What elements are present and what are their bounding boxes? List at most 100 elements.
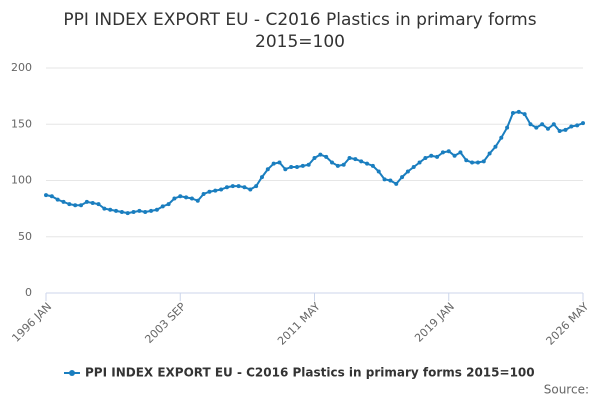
data-point	[528, 122, 533, 127]
data-point	[271, 161, 276, 166]
data-point	[149, 208, 154, 213]
data-point	[265, 167, 270, 172]
data-point	[370, 163, 375, 168]
data-point	[353, 157, 358, 162]
data-point	[96, 202, 101, 207]
data-point	[242, 185, 247, 190]
data-point	[154, 207, 159, 212]
data-point	[446, 149, 451, 154]
data-point	[44, 193, 48, 198]
data-point	[283, 167, 288, 172]
data-point	[79, 203, 84, 208]
data-point	[236, 184, 241, 189]
data-point	[160, 204, 165, 209]
data-point	[405, 169, 410, 174]
data-point	[569, 124, 574, 129]
data-point	[108, 207, 113, 212]
data-point	[90, 201, 95, 205]
data-point	[435, 154, 440, 159]
data-point	[213, 188, 218, 193]
data-point	[172, 196, 177, 201]
data-point	[545, 126, 550, 131]
data-point	[119, 210, 124, 214]
data-point	[382, 177, 387, 182]
data-point	[341, 162, 346, 167]
chart-title: 2015=100	[255, 32, 345, 52]
data-point	[557, 129, 562, 133]
y-tick-label: 200	[11, 61, 32, 74]
data-point	[470, 160, 475, 165]
data-point	[178, 194, 183, 199]
data-point	[219, 187, 224, 192]
data-point	[49, 194, 54, 199]
data-point	[505, 125, 510, 130]
data-point	[125, 211, 130, 216]
data-point	[575, 123, 580, 128]
data-point	[493, 144, 498, 149]
data-point	[563, 127, 568, 132]
data-point	[347, 156, 352, 160]
data-point	[400, 175, 405, 180]
data-point	[335, 163, 340, 168]
x-tick-label: 2003 SEP	[142, 300, 188, 346]
data-point	[487, 151, 492, 156]
data-point	[411, 165, 416, 169]
data-point	[481, 159, 486, 164]
data-point	[359, 159, 364, 164]
data-point	[522, 112, 527, 117]
data-point	[137, 208, 142, 213]
x-tick-label: 2019 JAN	[412, 300, 457, 345]
data-point	[207, 189, 212, 194]
data-point	[289, 165, 294, 169]
x-tick-label: 1996 JAN	[9, 300, 54, 345]
source: Source:	[544, 383, 589, 397]
data-point	[114, 208, 119, 213]
x-tick-label: 2026 MAY	[544, 300, 592, 348]
data-point	[423, 156, 428, 160]
data-point	[388, 178, 393, 183]
data-point	[318, 152, 323, 157]
data-point	[67, 202, 72, 207]
data-point	[306, 162, 311, 167]
chart-title: PPI INDEX EXPORT EU - C2016 Plastics in …	[63, 10, 536, 30]
data-point	[201, 192, 206, 196]
data-point	[61, 199, 66, 204]
legend-marker	[69, 370, 75, 376]
legend-label: PPI INDEX EXPORT EU - C2016 Plastics in …	[85, 366, 535, 380]
data-point	[189, 196, 194, 201]
data-point	[230, 184, 235, 189]
y-tick-label: 50	[18, 230, 32, 243]
data-point	[330, 160, 335, 165]
data-point	[365, 161, 370, 166]
data-point	[300, 163, 305, 168]
data-point	[581, 121, 585, 126]
series-line	[45, 110, 584, 215]
data-point	[499, 135, 504, 140]
data-point	[458, 150, 463, 155]
data-point	[84, 199, 89, 204]
data-point	[394, 181, 399, 186]
y-tick-label: 150	[11, 117, 32, 130]
data-point	[452, 153, 457, 158]
data-point	[516, 109, 521, 114]
x-tick-label: 2011 MAY	[275, 300, 323, 348]
data-point	[73, 203, 78, 208]
data-point	[324, 154, 329, 159]
data-point	[510, 111, 515, 115]
data-point	[551, 122, 556, 127]
data-point	[254, 184, 259, 189]
data-point	[102, 206, 107, 211]
data-point	[376, 169, 381, 174]
data-point	[294, 165, 299, 169]
data-point	[224, 185, 229, 190]
data-point	[417, 160, 422, 165]
data-point	[143, 210, 148, 214]
data-point	[440, 150, 445, 155]
data-point	[312, 156, 317, 160]
data-point	[184, 195, 189, 200]
data-point	[534, 125, 539, 130]
data-point	[464, 158, 469, 163]
data-point	[277, 160, 282, 165]
